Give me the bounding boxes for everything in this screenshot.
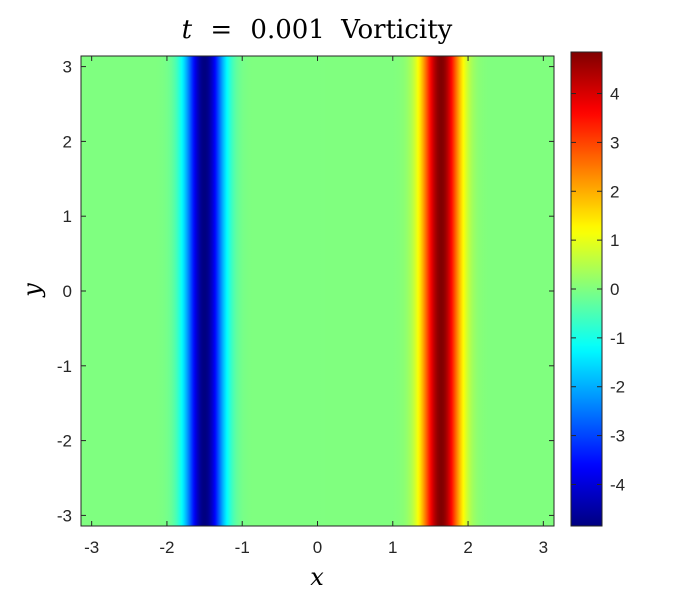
y-tick-label: 1 — [63, 207, 72, 226]
colorbar-tick-label: -4 — [610, 475, 625, 494]
y-tick-label: 0 — [63, 282, 72, 301]
plot-area: -3 -2 -1 0 1 2 3 3 2 1 0 -1 -2 -3 — [57, 55, 555, 557]
title-value: 0.001 — [250, 15, 324, 45]
title-variable: t — [182, 15, 193, 45]
x-tick-label: 2 — [463, 538, 472, 557]
y-tick-label: 3 — [63, 58, 72, 77]
x-tick-label: -2 — [159, 538, 174, 557]
colorbar-tick-label: -3 — [610, 427, 625, 446]
colorbar-tick-label: 0 — [610, 280, 619, 299]
y-ticks: 3 2 1 0 -1 -2 -3 — [57, 58, 554, 525]
colorbar-tick-label: 2 — [610, 182, 619, 201]
colorbar-tick-label: 1 — [610, 231, 619, 250]
x-tick-label: 3 — [539, 538, 548, 557]
colorbar-ticks: 4 3 2 1 0 -1 -2 -3 -4 — [571, 85, 625, 494]
colorbar-tick-label: 3 — [610, 133, 619, 152]
title-operator: = — [210, 15, 232, 45]
y-tick-label: -3 — [57, 506, 72, 525]
colorbar-tick-label: -2 — [610, 378, 625, 397]
x-tick-label: 1 — [388, 538, 397, 557]
x-tick-label: 0 — [313, 538, 322, 557]
vorticity-field — [81, 56, 554, 526]
colorbar-tick-label: 4 — [610, 85, 619, 104]
chart-title: t = 0.001 Vorticity — [182, 15, 453, 45]
title-label: Vorticity — [340, 15, 453, 45]
colorbar: 4 3 2 1 0 -1 -2 -3 -4 — [570, 51, 625, 527]
x-tick-label: -3 — [84, 538, 99, 557]
y-axis-label: y — [18, 283, 46, 298]
x-tick-label: -1 — [235, 538, 250, 557]
colorbar-fill — [571, 52, 602, 526]
colorbar-tick-label: -1 — [610, 329, 625, 348]
y-tick-label: -1 — [57, 357, 72, 376]
x-axis-label: x — [310, 563, 324, 591]
y-tick-label: 2 — [63, 132, 72, 151]
x-ticks: -3 -2 -1 0 1 2 3 — [84, 56, 548, 557]
y-tick-label: -2 — [57, 432, 72, 451]
